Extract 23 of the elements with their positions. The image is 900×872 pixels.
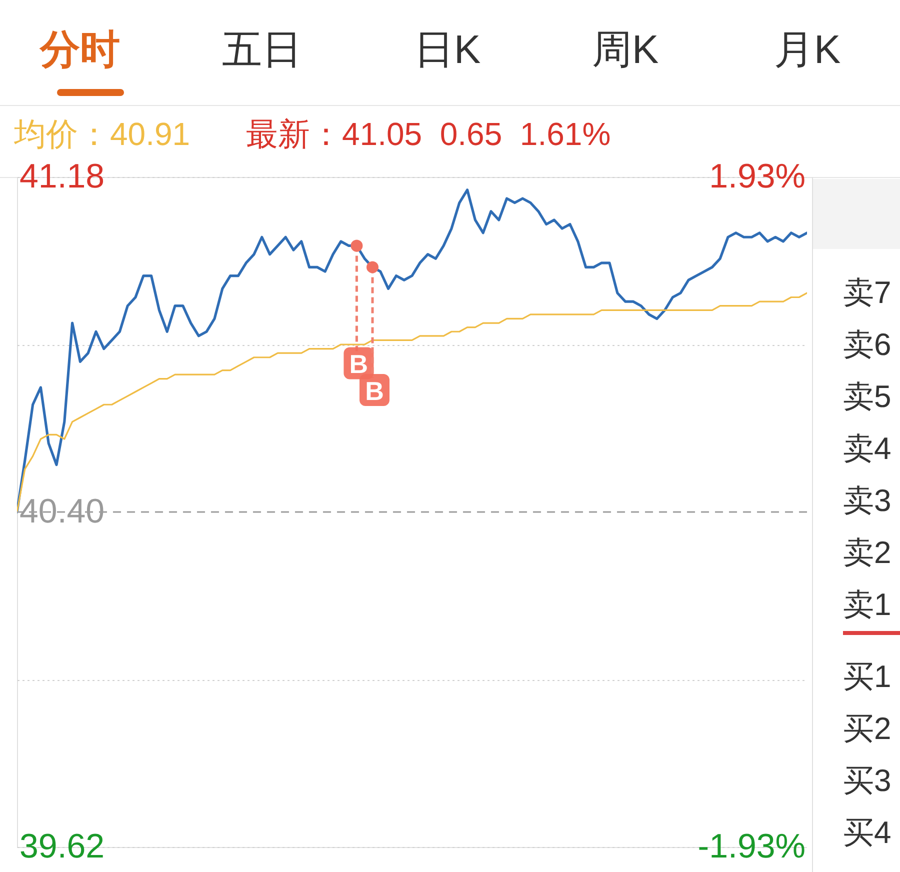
y-tick-label: 39.62 xyxy=(20,828,105,866)
text: 均价：40.91 xyxy=(14,115,190,154)
text: 卖6 xyxy=(843,326,892,364)
text: 卖5 xyxy=(843,378,892,416)
text: 买3 xyxy=(843,762,892,800)
y-tick-label: 40.40 xyxy=(20,492,105,530)
text: 卖3 xyxy=(843,482,892,520)
text: 买4 xyxy=(843,814,892,852)
text: 月K xyxy=(774,27,841,74)
y-tick-label: 41.18 xyxy=(20,158,105,196)
y2-tick-label: 1.93% xyxy=(709,158,806,196)
text: 日K xyxy=(414,27,481,74)
text: 买2 xyxy=(843,710,892,748)
y2-tick-label: -1.93% xyxy=(698,828,806,866)
text: 卖1 xyxy=(843,586,892,624)
text: 周K xyxy=(592,27,659,74)
text: 最新：41.05 0.65 1.61% xyxy=(246,115,611,154)
text: 卖2 xyxy=(843,534,892,572)
text: 卖7 xyxy=(843,274,892,312)
text: 分时 xyxy=(40,27,120,74)
text: 买1 xyxy=(843,658,892,696)
text: 五日 xyxy=(222,27,302,74)
text: 卖4 xyxy=(843,430,892,468)
